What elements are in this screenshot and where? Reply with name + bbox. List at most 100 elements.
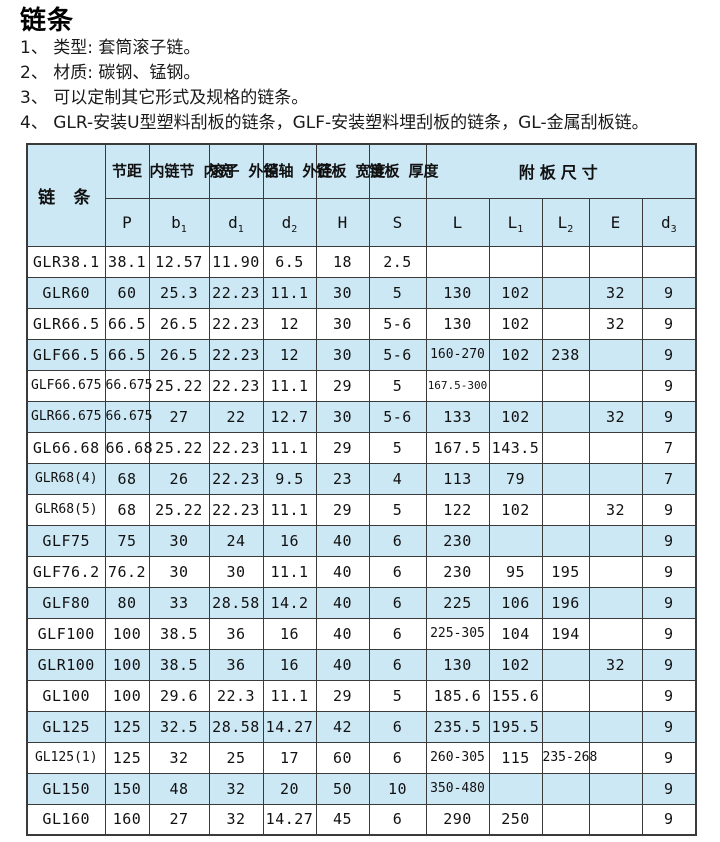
value-cell: 60 [104, 276, 150, 309]
value-cell: 66.675 [104, 369, 152, 402]
value-cell: 125 [104, 710, 150, 743]
model-cell: GLR68(5) [26, 493, 106, 526]
value-cell: 6.5 [262, 245, 317, 278]
col-header-pin-dia: 销轴 外径 [262, 143, 333, 199]
value-cell [541, 524, 590, 557]
value-cell: 30 [315, 276, 370, 309]
value-cell [588, 803, 643, 836]
value-cell [588, 369, 643, 402]
table-row: GLF80 80 33 28.58 14.2 40 6 225 106 196 9 [26, 586, 697, 619]
model-cell: GLF66.5 [26, 338, 106, 371]
value-cell: 9 [641, 679, 697, 712]
value-cell [541, 803, 590, 836]
col-symbol-s: S [368, 197, 427, 247]
value-cell: 32 [588, 276, 643, 309]
value-cell: 5 [368, 369, 427, 402]
value-cell: 5-6 [368, 400, 427, 433]
model-cell: GLR66.675 [26, 400, 106, 433]
value-cell: 30 [148, 524, 210, 557]
value-cell: 32 [208, 803, 264, 836]
model-cell: GLF66.675 [26, 369, 106, 402]
table-header-row-names: 链 条 节距 内链节 内宽 滚子 外径 销轴 外径 链板 宽度 链板 厚度 附板… [26, 143, 697, 247]
value-cell: 11.1 [262, 555, 317, 588]
value-cell: 130 [425, 307, 490, 340]
value-cell: 102 [488, 276, 543, 309]
value-cell [541, 648, 590, 681]
value-cell: 32.5 [148, 710, 210, 743]
value-cell [641, 245, 697, 278]
note-line-material: 2、 材质: 碳钢、锰钢。 [20, 63, 201, 83]
model-cell: GLR60 [26, 276, 106, 309]
value-cell: 26.5 [148, 338, 210, 371]
value-cell: 45 [315, 803, 370, 836]
model-cell: GLF80 [26, 586, 106, 619]
value-cell: 14.27 [262, 710, 317, 743]
value-cell: 113 [425, 462, 490, 495]
value-cell: 5-6 [368, 307, 427, 340]
value-cell: 36 [208, 648, 264, 681]
value-cell [541, 772, 590, 805]
value-cell [541, 493, 590, 526]
value-cell: 22 [208, 400, 264, 433]
note-line-custom: 3、 可以定制其它形式及规格的链条。 [20, 88, 309, 108]
value-cell: 6 [368, 741, 427, 774]
col-symbol-b1: b1 [148, 197, 210, 247]
table-row: GL66.68 66.68 25.22 22.23 11.1 29 5 167.5 143.5 7 [26, 431, 697, 464]
value-cell: 16 [262, 617, 317, 650]
value-cell: 66.675 [104, 400, 152, 433]
value-cell: 30 [148, 555, 210, 588]
value-cell [541, 245, 590, 278]
value-cell [541, 431, 590, 464]
value-cell [588, 679, 643, 712]
table-row: GLF76.2 76.2 30 30 11.1 40 6 230 95 195 9 [26, 555, 697, 588]
value-cell: 29 [315, 679, 370, 712]
value-cell: 115 [488, 741, 543, 774]
table-header: 链 条 节距 内链节 内宽 滚子 外径 销轴 外径 链板 宽度 链板 厚度 附板… [26, 143, 697, 247]
value-cell: 95 [488, 555, 543, 588]
value-cell: 25.22 [148, 493, 210, 526]
value-cell: 11.1 [262, 431, 317, 464]
value-cell: 28.58 [208, 710, 264, 743]
table-header-row-symbols: P b1 d1 d2 H S L L1 L2 E d3 [27, 197, 697, 247]
value-cell: 30 [315, 338, 370, 371]
value-cell [425, 245, 490, 278]
value-cell [588, 462, 643, 495]
col-symbol-d2: d2 [262, 197, 317, 247]
value-cell: 26 [148, 462, 210, 495]
note-line-type: 1、 类型: 套筒滚子链。 [20, 38, 201, 58]
value-cell: 100 [104, 617, 150, 650]
value-cell: 9 [641, 307, 697, 340]
value-cell: 38.5 [148, 617, 210, 650]
model-cell: GLR68(4) [26, 462, 106, 495]
value-cell: 27 [148, 400, 210, 433]
col-symbol-l: L [425, 197, 490, 247]
col-symbol-l1: L1 [488, 197, 543, 247]
value-cell: 40 [315, 648, 370, 681]
value-cell: 11.90 [208, 245, 264, 278]
value-cell: 5 [368, 679, 427, 712]
table-row: GLR100 100 38.5 36 16 40 6 130 102 32 9 [26, 648, 697, 681]
value-cell: 11.1 [262, 276, 317, 309]
value-cell: 66.5 [104, 338, 150, 371]
value-cell: 36 [208, 617, 264, 650]
value-cell: 194 [541, 617, 590, 650]
model-cell: GL66.68 [26, 431, 106, 464]
value-cell: 25 [208, 741, 264, 774]
model-cell: GL125(1) [26, 741, 106, 774]
note-line-variants: 4、 GLR-安装U型塑料刮板的链条，GLF-安装塑料埋刮板的链条，GL-金属刮… [20, 113, 649, 133]
table-row: GL160 160 27 32 14.27 45 6 290 250 9 [26, 803, 697, 836]
value-cell: 38.1 [104, 245, 150, 278]
value-cell: 30 [208, 555, 264, 588]
value-cell: 235.5 [425, 710, 490, 743]
col-header-inner-width: 内链节 内宽 [148, 143, 234, 199]
table-row: GLR66.675 66.675 27 22 12.7 30 5-6 133 102 32 9 [26, 400, 697, 433]
notes-list: 1、 类型: 套筒滚子链。 2、 材质: 碳钢、锰钢。 3、 可以定制其它形式及… [20, 36, 649, 136]
value-cell: 32 [588, 400, 643, 433]
value-cell: 9 [641, 710, 697, 743]
value-cell: 155.6 [488, 679, 543, 712]
value-cell: 2.5 [368, 245, 427, 278]
value-cell: 225 [425, 586, 490, 619]
value-cell: 23 [315, 462, 370, 495]
value-cell: 25.3 [148, 276, 210, 309]
model-cell: GL150 [26, 772, 106, 805]
